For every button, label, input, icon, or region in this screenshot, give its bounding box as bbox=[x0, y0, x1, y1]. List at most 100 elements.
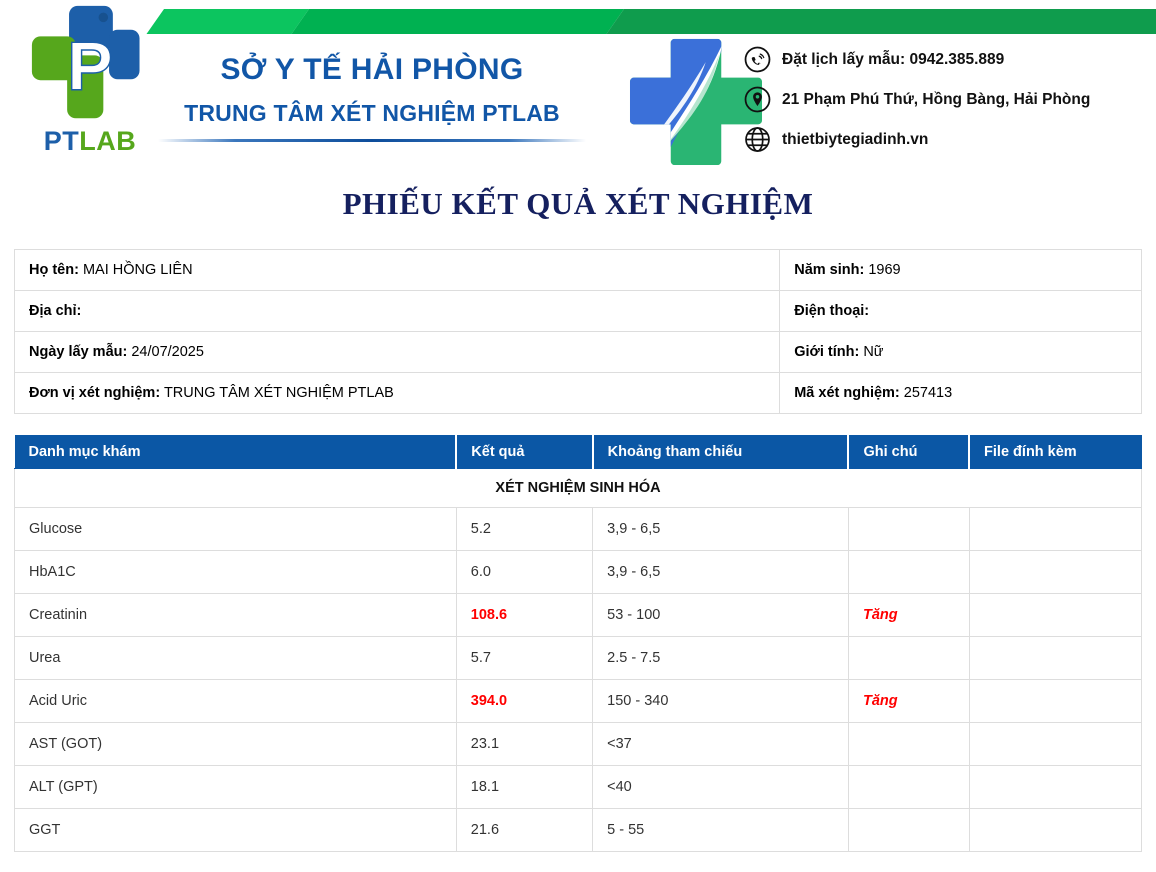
globe-icon bbox=[744, 126, 771, 153]
result-row: GGT 21.6 5 - 55 bbox=[14, 808, 1143, 852]
note-cell bbox=[847, 636, 970, 680]
logo-wordmark: PTLAB bbox=[24, 126, 156, 157]
patient-field-label: Ngày lấy mẫu: bbox=[29, 344, 128, 360]
result-row: Glucose 5.2 3,9 - 6,5 bbox=[14, 507, 1143, 551]
patient-field-label: Mã xét nghiệm: bbox=[794, 385, 900, 401]
medical-cross-swoosh-icon bbox=[629, 38, 763, 166]
banner-stripe-medium bbox=[291, 9, 624, 34]
column-header: File đính kèm bbox=[968, 435, 1142, 469]
contact-text: thietbiytegiadinh.vn bbox=[782, 130, 929, 148]
patient-info-row: Đơn vị xét nghiệm: TRUNG TÂM XÉT NGHIỆM … bbox=[13, 372, 1142, 414]
org-name: TRUNG TÂM XÉT NGHIỆM PTLAB bbox=[184, 100, 560, 126]
reference-range-cell: <40 bbox=[592, 765, 849, 809]
patient-field-label: Họ tên: bbox=[29, 262, 79, 278]
result-value-cell: 18.1 bbox=[455, 765, 594, 809]
test-name-cell: Acid Uric bbox=[14, 679, 457, 723]
patient-field-label: Đơn vị xét nghiệm: bbox=[29, 385, 161, 401]
test-name-cell: Creatinin bbox=[14, 593, 457, 637]
contact-text: Đặt lịch lấy mẫu: 0942.385.889 bbox=[782, 50, 1005, 68]
attachment-cell bbox=[968, 636, 1143, 680]
note-cell: Tăng bbox=[847, 679, 970, 723]
result-row: ALT (GPT) 18.1 <40 bbox=[14, 765, 1143, 809]
attachment-cell bbox=[968, 765, 1143, 809]
result-value-cell: 23.1 bbox=[455, 722, 594, 766]
test-name-cell: ALT (GPT) bbox=[14, 765, 457, 809]
attachment-cell bbox=[968, 808, 1143, 852]
note-cell bbox=[847, 550, 970, 594]
org-underline bbox=[158, 139, 586, 142]
result-row: AST (GOT) 23.1 <37 bbox=[14, 722, 1143, 766]
contact-globe: thietbiytegiadinh.vn bbox=[744, 126, 1090, 153]
reference-range-cell: <37 bbox=[592, 722, 849, 766]
reference-range-cell: 3,9 - 6,5 bbox=[592, 507, 849, 551]
test-name-cell: GGT bbox=[14, 808, 457, 852]
phone-icon bbox=[744, 46, 771, 73]
patient-info-row: Ngày lấy mẫu: 24/07/2025 Giới tính: Nữ bbox=[13, 331, 1142, 373]
test-name-cell: Urea bbox=[14, 636, 457, 680]
banner-stripe-dark bbox=[606, 9, 1156, 34]
result-value-cell: 394.0 bbox=[455, 679, 594, 723]
results-header-row: Danh mục khám Kết quả Khoảng tham chiếu Ghi… bbox=[14, 435, 1142, 469]
patient-field-label: Giới tính: bbox=[794, 344, 860, 360]
test-name-cell: Glucose bbox=[14, 507, 457, 551]
document-title: PHIẾU KẾT QUẢ XÉT NGHIỆM bbox=[342, 186, 814, 221]
ptlab-logo: P PTLAB bbox=[24, 4, 156, 157]
attachment-cell bbox=[968, 507, 1143, 551]
logo-wordmark-pt: PT bbox=[43, 126, 80, 156]
column-header: Ghi chú bbox=[847, 435, 970, 469]
logo-letter: P bbox=[67, 28, 113, 105]
result-value-cell: 5.7 bbox=[455, 636, 594, 680]
patient-field: Năm sinh: 1969 bbox=[779, 249, 1142, 291]
result-value-cell: 6.0 bbox=[455, 550, 594, 594]
contact-info-block: Đặt lịch lấy mẫu: 0942.385.889 21 Phạm Ph… bbox=[744, 46, 1090, 166]
attachment-cell bbox=[968, 593, 1143, 637]
result-value-cell: 108.6 bbox=[455, 593, 594, 637]
patient-field: Địa chỉ: bbox=[13, 290, 781, 332]
reference-range-cell: 150 - 340 bbox=[592, 679, 849, 723]
contact-text: 21 Phạm Phú Thứ, Hồng Bàng, Hải Phòng bbox=[782, 90, 1091, 108]
note-cell bbox=[847, 722, 970, 766]
results-table: Danh mục khám Kết quả Khoảng tham chiếu Ghi… bbox=[14, 435, 1143, 852]
patient-info-row: Họ tên: MAI HỒNG LIÊN Năm sinh: 1969 bbox=[13, 249, 1142, 291]
patient-field-label: Địa chỉ: bbox=[29, 303, 82, 319]
column-header: Khoảng tham chiếu bbox=[591, 435, 849, 469]
section-row: XÉT NGHIỆM SINH HÓA bbox=[14, 468, 1142, 508]
result-value-cell: 5.2 bbox=[455, 507, 594, 551]
result-value-cell: 21.6 bbox=[455, 808, 594, 852]
patient-field: Điện thoại: bbox=[779, 290, 1142, 332]
section-title: XÉT NGHIỆM SINH HÓA bbox=[14, 468, 1142, 508]
column-header: Kết quả bbox=[455, 435, 593, 469]
patient-field-label: Điện thoại: bbox=[794, 303, 870, 319]
patient-info-table: Họ tên: MAI HỒNG LIÊN Năm sinh: 1969 Địa c… bbox=[13, 249, 1142, 414]
test-name-cell: HbA1C bbox=[14, 550, 457, 594]
contact-location: 21 Phạm Phú Thứ, Hồng Bàng, Hải Phòng bbox=[744, 86, 1090, 113]
location-icon bbox=[744, 86, 771, 113]
patient-info-row: Địa chỉ: Điện thoại: bbox=[13, 290, 1142, 332]
patient-field: Giới tính: Nữ bbox=[779, 331, 1142, 373]
patient-field-label: Năm sinh: bbox=[794, 262, 865, 278]
banner-stripe-light bbox=[146, 9, 309, 34]
org-parent-name: SỞ Y TẾ HẢI PHÒNG bbox=[220, 53, 524, 86]
column-header: Danh mục khám bbox=[14, 435, 457, 469]
attachment-cell bbox=[968, 550, 1143, 594]
green-banner-stripes bbox=[146, 9, 1156, 34]
result-row: Acid Uric 394.0 150 - 340 Tăng bbox=[14, 679, 1143, 723]
test-name-cell: AST (GOT) bbox=[14, 722, 457, 766]
ptlab-cross-icon: P bbox=[31, 5, 140, 119]
note-cell bbox=[847, 507, 970, 551]
note-cell bbox=[847, 765, 970, 809]
reference-range-cell: 53 - 100 bbox=[592, 593, 849, 637]
attachment-cell bbox=[968, 722, 1143, 766]
reference-range-cell: 5 - 55 bbox=[592, 808, 849, 852]
page-header: P PTLAB SỞ Y TẾ HẢI PHÒNG TRUNG TÂM XÉT … bbox=[0, 0, 1156, 172]
logo-wordmark-lab: LAB bbox=[79, 126, 137, 156]
note-cell bbox=[847, 808, 970, 852]
header-green-banner bbox=[130, 9, 1156, 34]
result-row: HbA1C 6.0 3,9 - 6,5 bbox=[14, 550, 1143, 594]
reference-range-cell: 2.5 - 7.5 bbox=[592, 636, 849, 680]
contact-phone: Đặt lịch lấy mẫu: 0942.385.889 bbox=[744, 46, 1090, 73]
result-row: Creatinin 108.6 53 - 100 Tăng bbox=[14, 593, 1143, 637]
patient-field: Họ tên: MAI HỒNG LIÊN bbox=[13, 249, 781, 291]
patient-field: Đơn vị xét nghiệm: TRUNG TÂM XÉT NGHIỆM … bbox=[13, 372, 781, 414]
